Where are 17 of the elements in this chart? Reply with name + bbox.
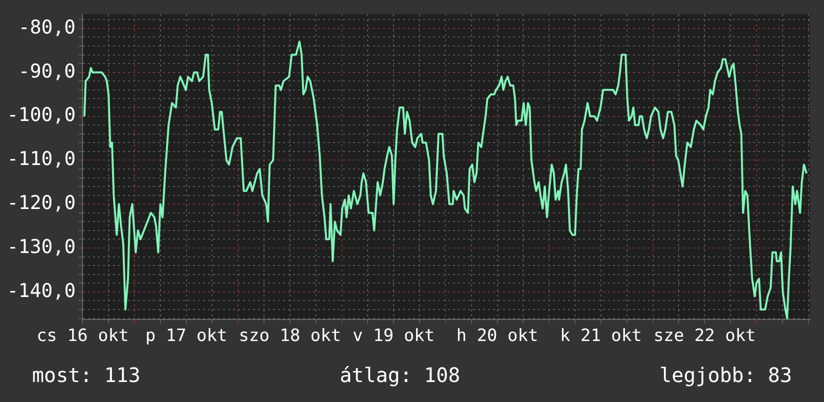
text: átlag: 108 xyxy=(340,363,460,387)
y-tick-label: -80,0 xyxy=(18,16,76,38)
x-tick-label: cs 16 okt xyxy=(36,326,129,346)
text: most: 113 xyxy=(32,363,140,387)
x-tick-label: sze 22 okt xyxy=(653,326,756,346)
text: legjobb: 83 xyxy=(660,363,792,387)
y-tick-label: -130,0 xyxy=(6,236,76,258)
y-tick-label: -120,0 xyxy=(6,192,76,214)
y-tick-label: -100,0 xyxy=(6,104,76,126)
x-tick-label: v 19 okt xyxy=(352,326,435,346)
y-tick-label: -140,0 xyxy=(6,280,76,302)
x-tick-label: k 21 okt xyxy=(560,326,642,346)
x-tick-label: p 17 okt xyxy=(145,326,228,346)
x-tick-label: szo 18 okt xyxy=(238,326,342,346)
y-tick-label: -110,0 xyxy=(6,148,76,170)
x-tick-label: h 20 okt xyxy=(456,326,538,346)
y-tick-label: -90,0 xyxy=(18,60,76,82)
